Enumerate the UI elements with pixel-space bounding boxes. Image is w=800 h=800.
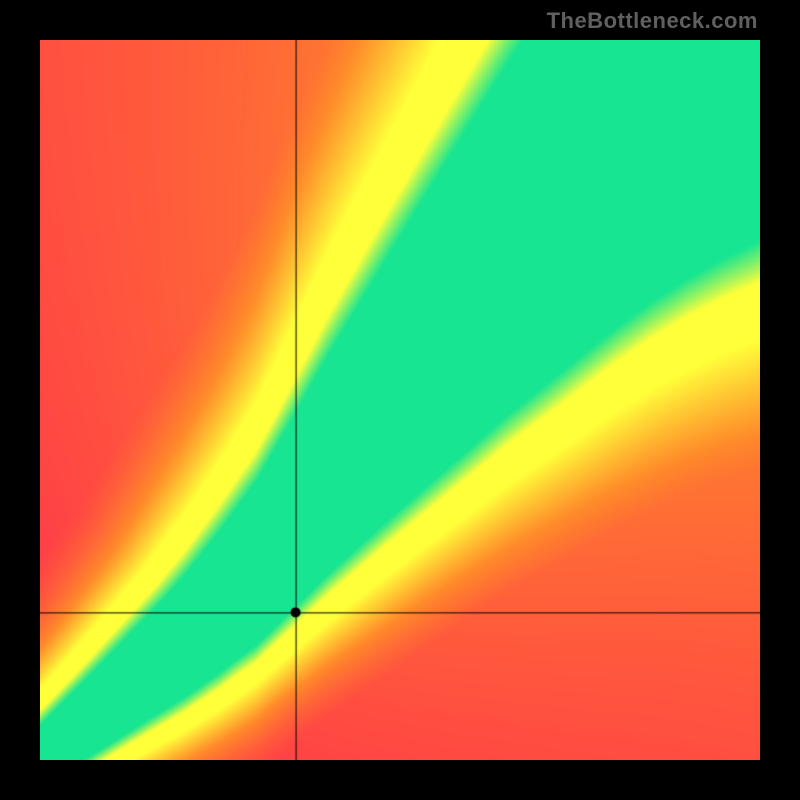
watermark-text: TheBottleneck.com xyxy=(547,8,758,34)
heatmap-chart xyxy=(40,40,760,760)
heatmap-canvas xyxy=(40,40,760,760)
